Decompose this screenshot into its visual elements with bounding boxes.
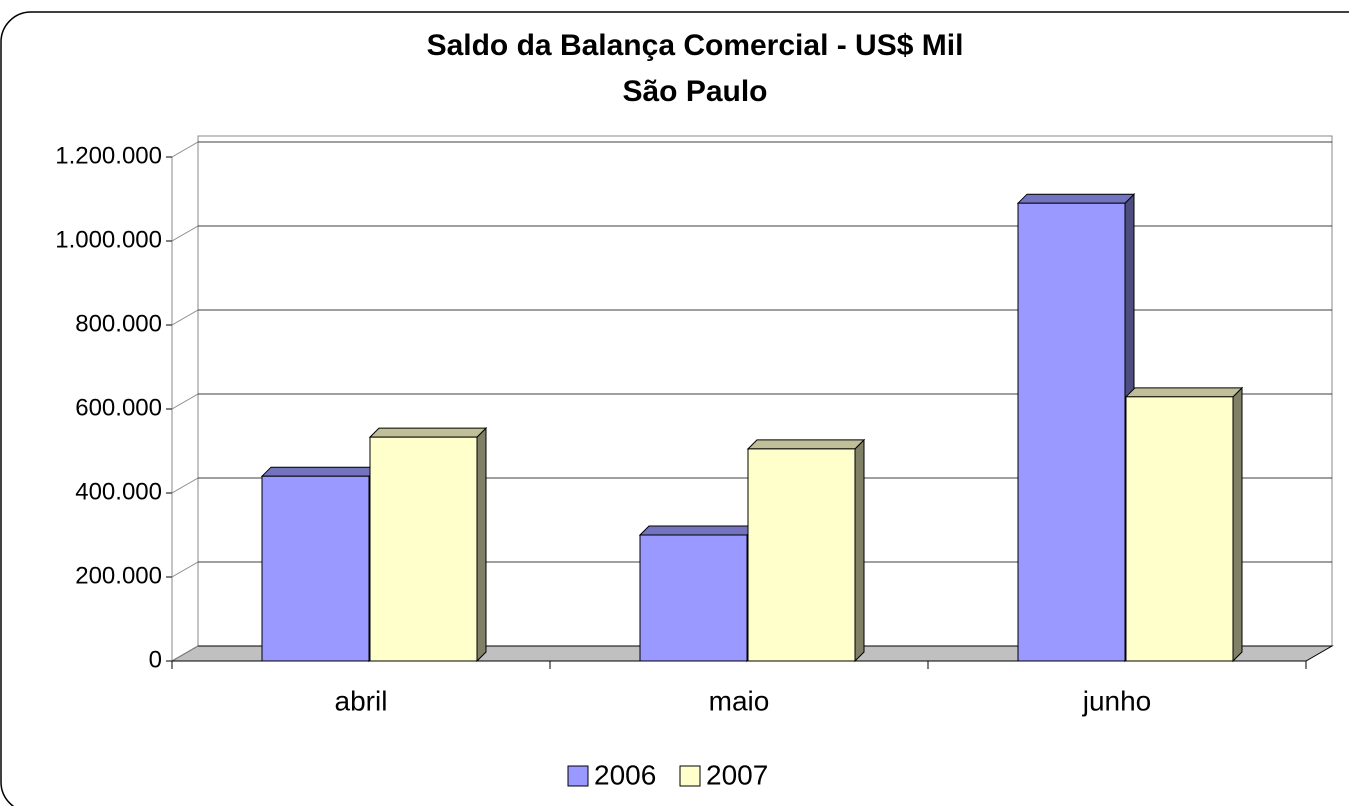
side-line (171, 393, 199, 410)
bar-top (746, 439, 866, 450)
bar-top (1016, 193, 1136, 204)
bar (1125, 396, 1234, 662)
chart-title: São Paulo (622, 75, 767, 108)
bar (639, 534, 748, 662)
side-line (171, 309, 199, 326)
y-tick-label: 1.200.000 (55, 142, 162, 169)
bar-top (260, 466, 380, 477)
y-tick-label: 0 (149, 646, 162, 673)
legend-label: 2006 (594, 759, 656, 790)
bar-side (476, 426, 487, 663)
legend-label: 2007 (706, 759, 768, 790)
x-tick-label: junho (1082, 685, 1152, 716)
side-line (171, 225, 199, 242)
y-tick-label: 600.000 (75, 394, 162, 421)
legend-swatch (679, 765, 701, 787)
bar-top (1124, 387, 1244, 398)
x-tick-label: abril (335, 685, 388, 716)
bar-side (854, 438, 865, 663)
bar (261, 475, 370, 662)
chart-title: Saldo da Balança Comercial - US$ Mil (427, 29, 964, 62)
x-tick-label: maio (709, 685, 770, 716)
y-tick-label: 800.000 (75, 310, 162, 337)
y-tick-label: 400.000 (75, 478, 162, 505)
bar-top (368, 427, 488, 438)
side-line (171, 561, 199, 578)
bar-side (1232, 386, 1243, 663)
legend-swatch (567, 765, 589, 787)
bar (369, 436, 478, 662)
bar (747, 448, 856, 662)
bar-top (638, 525, 758, 536)
side-line (171, 477, 199, 494)
side-line (171, 141, 199, 158)
side-line (171, 645, 199, 662)
y-tick-label: 1.000.000 (55, 226, 162, 253)
y-tick-label: 200.000 (75, 562, 162, 589)
bar (1017, 202, 1126, 662)
